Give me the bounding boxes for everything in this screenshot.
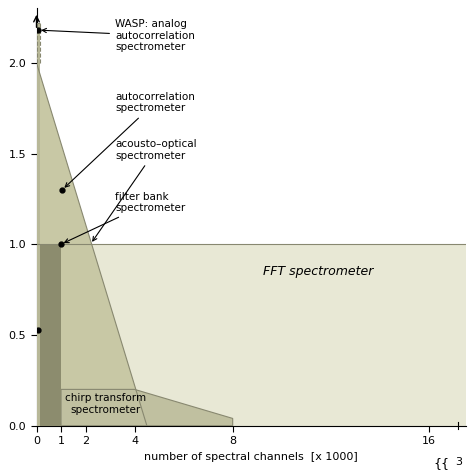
Text: FFT spectrometer: FFT spectrometer [264, 265, 374, 278]
Text: autocorrelation
spectrometer: autocorrelation spectrometer [65, 92, 195, 187]
Text: {{: {{ [433, 456, 449, 470]
Polygon shape [61, 390, 233, 426]
Text: chirp transform
spectrometer: chirp transform spectrometer [64, 393, 146, 415]
Text: filter bank
spectrometer: filter bank spectrometer [64, 191, 185, 243]
Text: acousto–optical
spectrometer: acousto–optical spectrometer [93, 139, 197, 241]
Text: WASP: analog
autocorrelation
spectrometer: WASP: analog autocorrelation spectromete… [42, 19, 195, 52]
Polygon shape [36, 23, 40, 426]
Text: 3: 3 [455, 456, 462, 466]
Polygon shape [36, 244, 465, 426]
Polygon shape [36, 244, 61, 426]
Polygon shape [36, 63, 147, 426]
X-axis label: number of spectral channels  [x 1000]: number of spectral channels [x 1000] [144, 452, 358, 462]
